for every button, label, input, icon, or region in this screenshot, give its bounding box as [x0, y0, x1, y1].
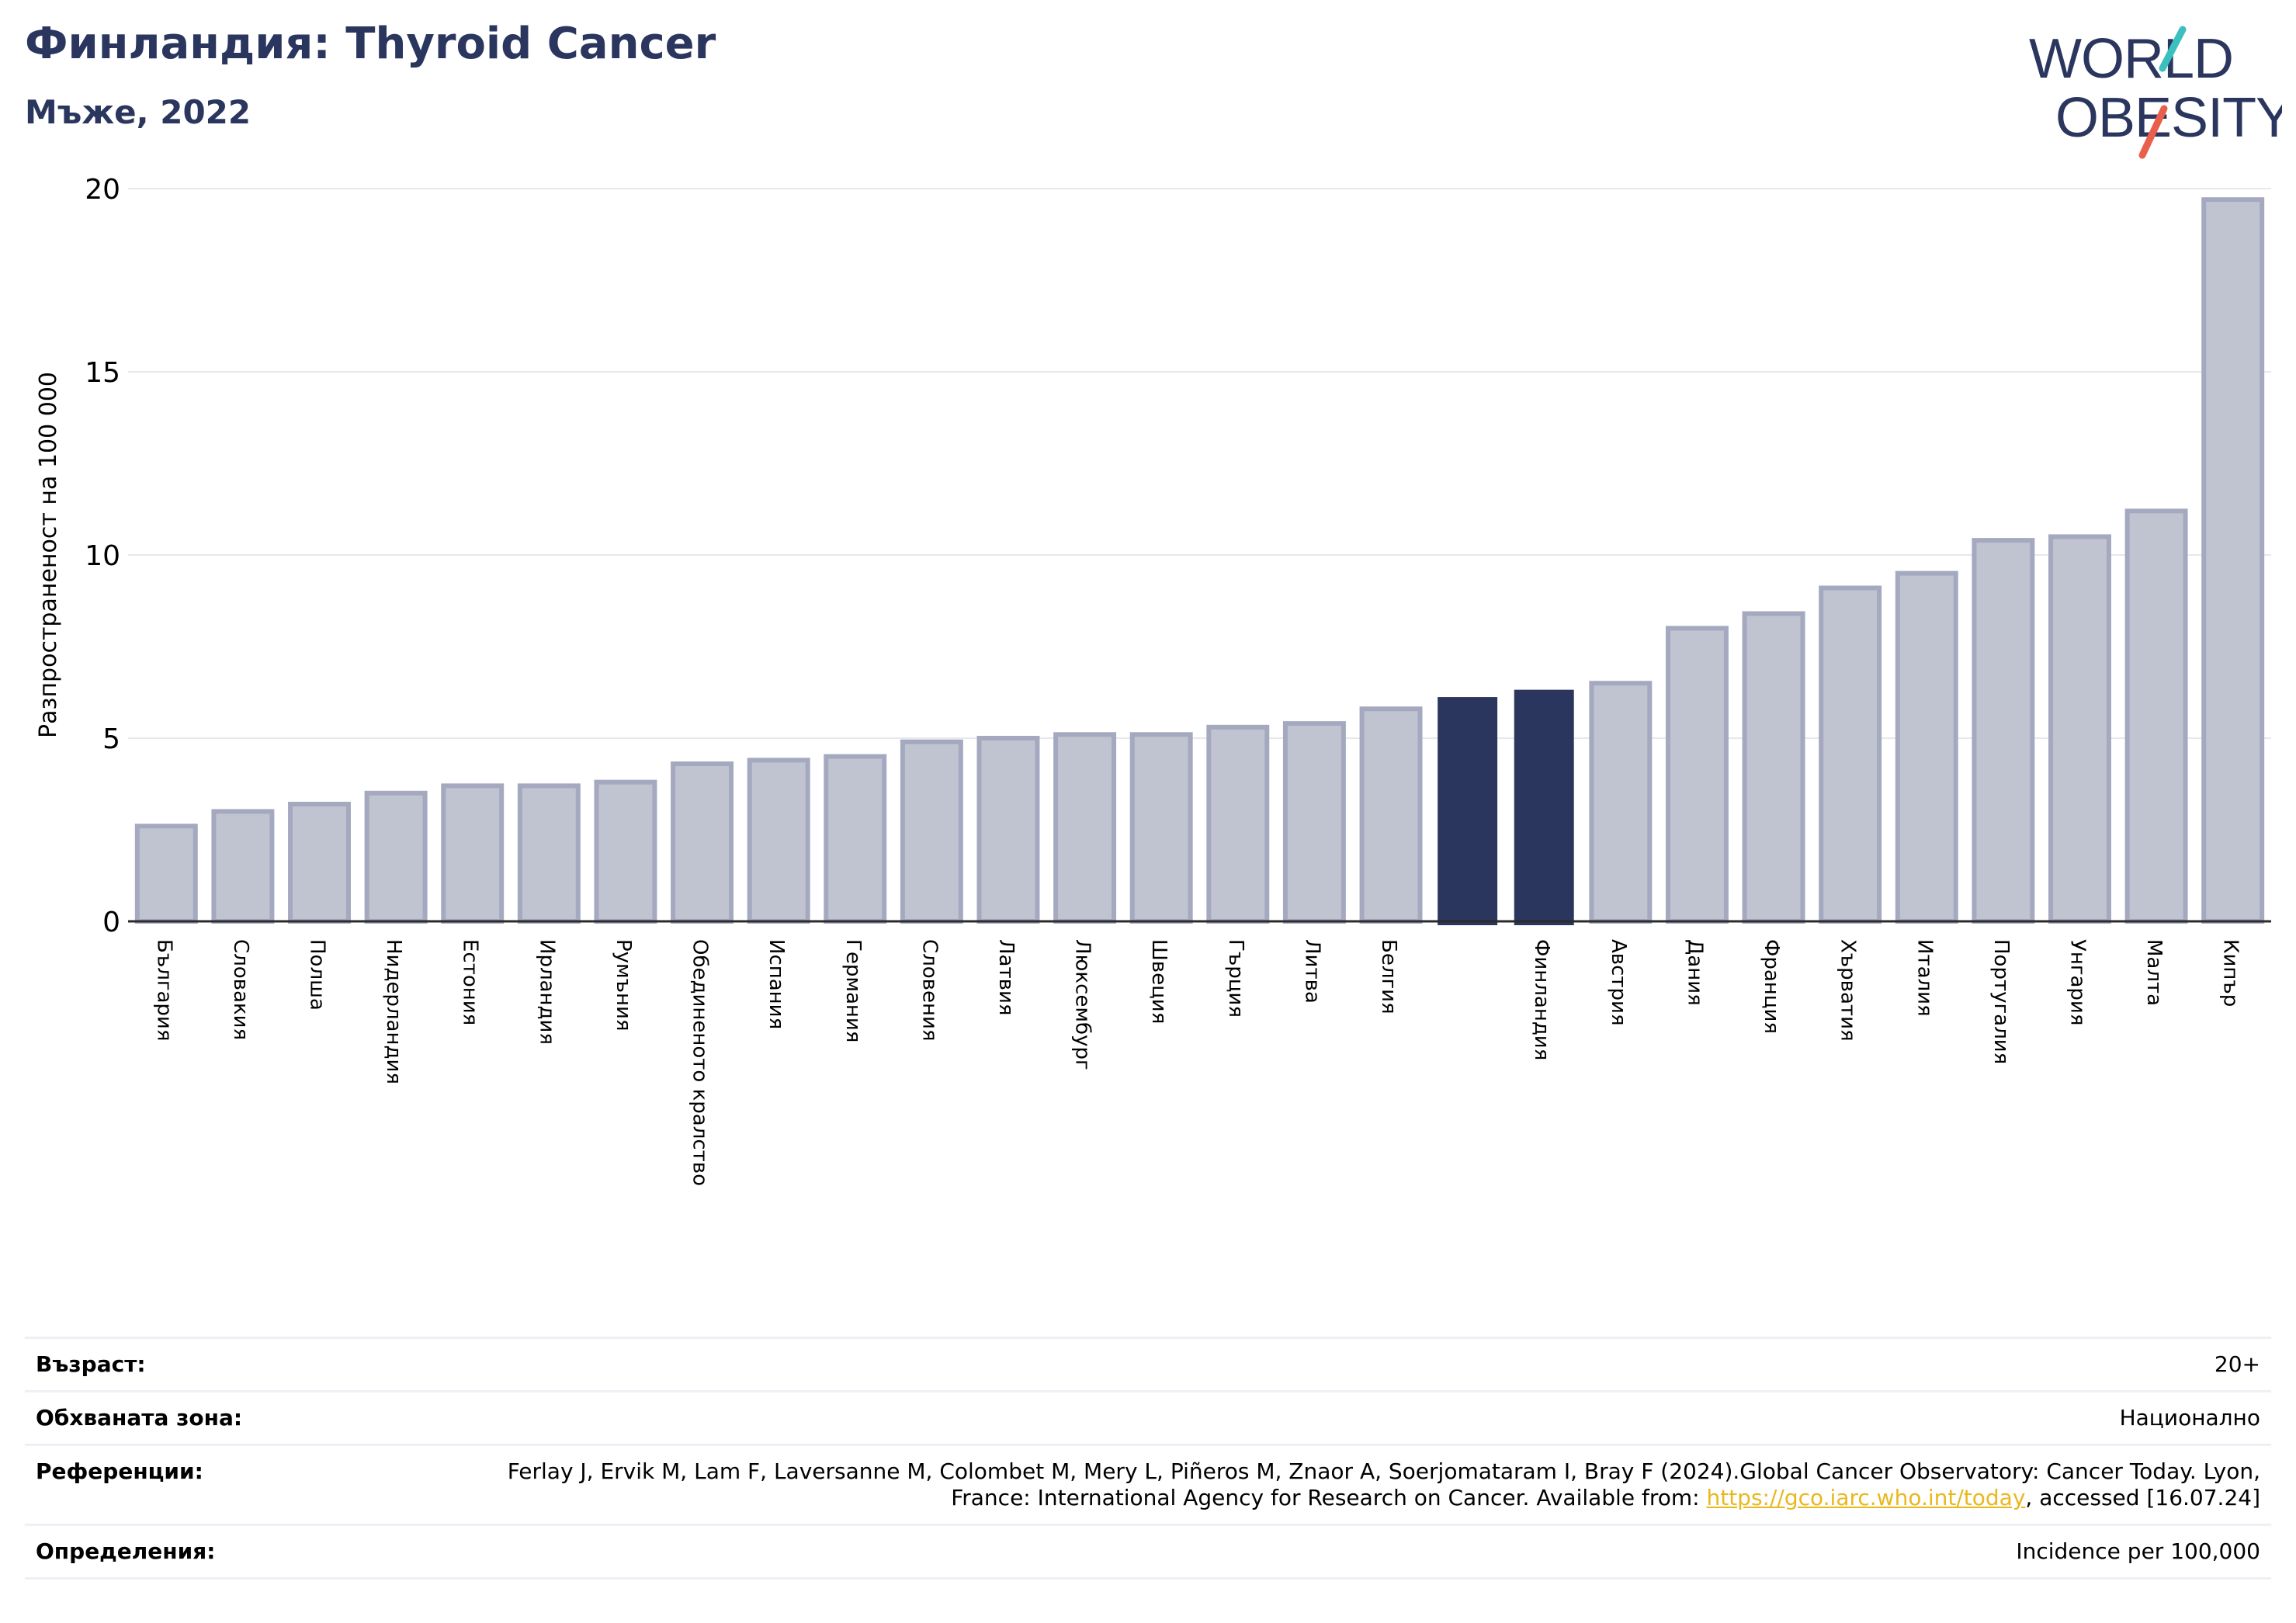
info-value-coverage: Национално	[2119, 1405, 2260, 1431]
bar	[1438, 697, 1498, 926]
x-tick-label: Португалия	[1989, 939, 2013, 1064]
x-axis-labels: България Словакия Полша Нидерландия Естония И…	[152, 939, 2242, 1186]
reference-link[interactable]: https://gco.iarc.who.int/today	[1706, 1485, 2026, 1510]
y-tick-label: 5	[102, 723, 120, 755]
info-label-coverage: Обхваната зона:	[36, 1405, 243, 1431]
bar	[364, 790, 428, 924]
info-value-references: Ferlay J, Ervik M, Lam F, Laversanne M, …	[436, 1458, 2260, 1511]
chart-title: Финландия: Thyroid Cancer	[25, 19, 716, 69]
bar	[1742, 611, 1805, 924]
x-tick-label: Австрия	[1607, 939, 1630, 1026]
x-tick-label: Нидерландия	[382, 939, 405, 1084]
reference-accessed: , accessed [16.07.24]	[2025, 1485, 2260, 1510]
bar	[2201, 197, 2265, 924]
x-tick-label: Испания	[765, 939, 788, 1029]
logo-slash-coral	[2138, 105, 2168, 159]
bars	[134, 197, 2265, 926]
y-axis-ticks: 0 5 10 15 20	[85, 174, 120, 938]
reference-text: Ferlay J, Ervik M, Lam F, Laversanne M, …	[507, 1458, 2260, 1510]
x-tick-label: Германия	[841, 939, 865, 1042]
x-tick-label: Финландия	[1530, 939, 1553, 1060]
x-tick-label: Ирландия	[535, 939, 558, 1045]
logo-line1: WORLD	[2029, 28, 2233, 90]
info-value-definitions: Incidence per 100,000	[2016, 1538, 2260, 1564]
y-tick-label: 15	[85, 357, 120, 389]
x-tick-label: Франция	[1760, 939, 1783, 1034]
bar	[1819, 585, 1882, 924]
bar	[517, 783, 581, 924]
x-tick-label: Гърция	[1224, 939, 1247, 1018]
chart-subtitle: Мъже, 2022	[25, 93, 251, 131]
x-tick-label: Дания	[1683, 939, 1706, 1006]
logo-line2: OBESITY	[2055, 87, 2282, 149]
info-row-coverage: Обхваната зона: Национално	[25, 1390, 2271, 1444]
bar	[1895, 570, 1958, 924]
x-tick-label: Швеция	[1147, 939, 1171, 1024]
x-tick-label: Люксембург	[1071, 939, 1094, 1070]
bar	[2048, 534, 2111, 924]
x-tick-label: България	[152, 939, 175, 1041]
bar	[976, 736, 1040, 924]
y-axis-label: Разпространеност на 100 000	[35, 372, 62, 738]
bar	[1282, 721, 1346, 924]
y-tick-label: 20	[85, 174, 120, 206]
bar	[1665, 626, 1729, 924]
x-tick-label: Словения	[917, 939, 941, 1042]
x-tick-label: Обединеното кралство	[688, 939, 712, 1186]
bar	[441, 783, 505, 924]
bar	[1514, 689, 1574, 925]
x-tick-label: Хърватия	[1836, 939, 1860, 1042]
bar	[594, 779, 657, 924]
info-label-age: Възраст:	[36, 1351, 146, 1377]
bar	[288, 801, 351, 924]
x-tick-label: Унгария	[2065, 939, 2089, 1025]
info-row-definitions: Определения: Incidence per 100,000	[25, 1524, 2271, 1580]
bar	[2124, 508, 2188, 924]
info-value-age: 20+	[2214, 1351, 2260, 1377]
info-row-age: Възраст: 20+	[25, 1337, 2271, 1390]
logo-slash-teal	[2159, 26, 2187, 72]
x-tick-label: Естония	[459, 939, 482, 1025]
info-label-references: Референции:	[36, 1458, 203, 1484]
x-tick-label: Латвия	[994, 939, 1018, 1016]
bar	[1206, 724, 1270, 924]
y-tick-label: 10	[85, 540, 120, 572]
bar	[900, 739, 963, 924]
bar	[747, 758, 810, 924]
bar	[1359, 706, 1423, 924]
bar	[134, 824, 198, 924]
bar-chart: 0 5 10 15 20 България Словакия Полша Нидерланди…	[35, 174, 2271, 1186]
info-table: Възраст: 20+ Обхваната зона: Национално …	[25, 1337, 2271, 1580]
bar	[1589, 681, 1653, 924]
x-tick-label: Италия	[1913, 939, 1936, 1017]
bar	[211, 809, 275, 924]
bar	[1972, 538, 2035, 924]
bar	[824, 754, 887, 924]
bar	[671, 761, 734, 924]
world-obesity-logo: WORLD OBESITY	[2029, 26, 2282, 159]
x-tick-label: Малта	[2142, 939, 2166, 1006]
x-tick-label: Румъния	[612, 939, 635, 1032]
x-tick-label: Литва	[1300, 939, 1323, 1004]
bar	[1129, 732, 1193, 924]
x-tick-label: Кипър	[2219, 939, 2242, 1007]
info-label-definitions: Определения:	[36, 1538, 216, 1564]
x-tick-label: Словакия	[229, 939, 252, 1040]
y-tick-label: 0	[102, 907, 120, 938]
x-tick-label: Белгия	[1377, 939, 1400, 1014]
x-tick-label: Полша	[306, 939, 329, 1011]
bar	[1053, 732, 1117, 924]
info-row-references: Референции: Ferlay J, Ervik M, Lam F, La…	[25, 1444, 2271, 1524]
